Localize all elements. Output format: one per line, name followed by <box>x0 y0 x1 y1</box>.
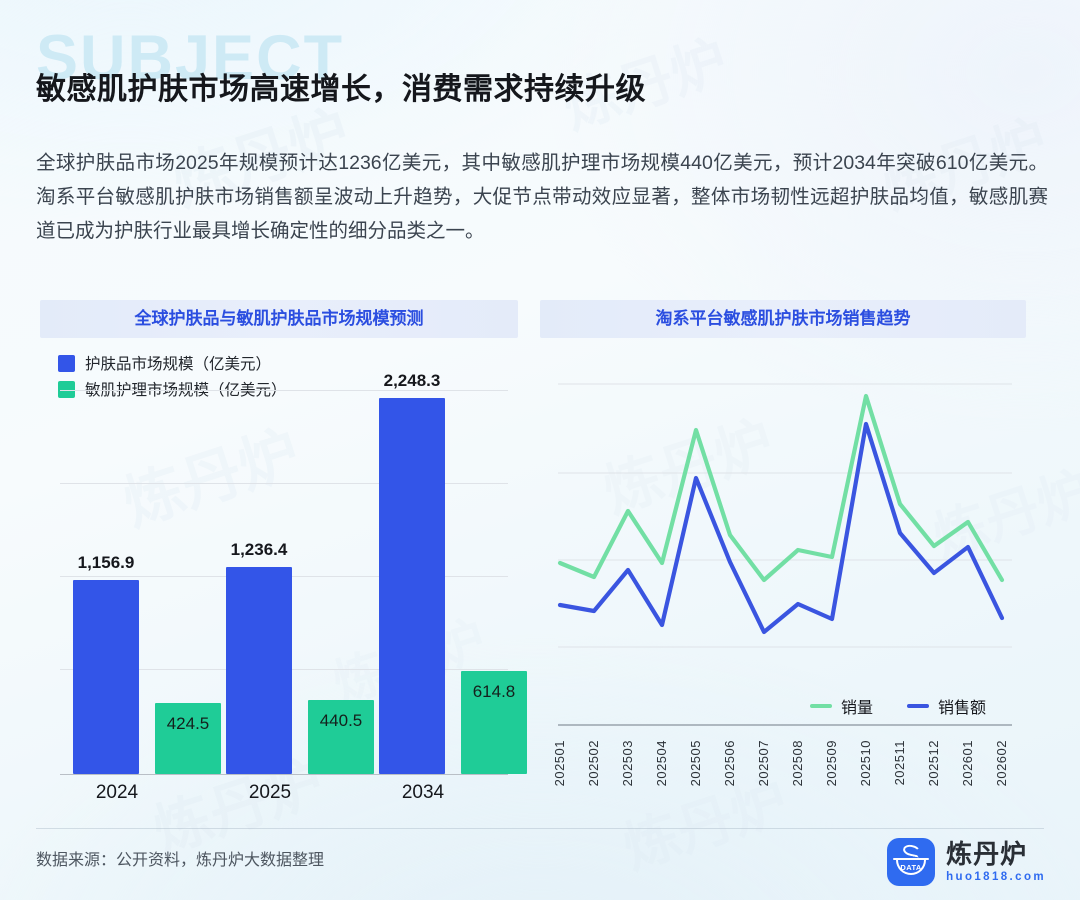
subject-watermark: SUBJECT <box>36 23 345 93</box>
series-line-sales-amount <box>557 421 1005 635</box>
line-chart-svg <box>557 383 1012 726</box>
smoke-icon <box>902 843 922 858</box>
line-xtick: 202507 <box>756 740 771 787</box>
line-xtick: 202509 <box>824 740 839 787</box>
cauldron-rim <box>893 857 930 861</box>
summary-paragraph: 全球护肤品市场2025年规模预计达1236亿美元，其中敏感肌护理市场规模440亿… <box>36 152 1048 242</box>
line-chart-title: 淘系平台敏感肌护肤市场销售趋势 <box>540 300 1026 338</box>
legend-item-sales-volume: 销量 <box>810 694 873 718</box>
legend-item-sales-amount: 销售额 <box>907 694 986 718</box>
legend-swatch-green <box>58 380 75 398</box>
line-xtick: 202503 <box>620 740 635 787</box>
series-line-sales-volume <box>557 393 1005 583</box>
bar-xtick-2025: 2025 <box>248 782 292 803</box>
bar-value-2025-sensitive: 440.5 <box>319 711 363 730</box>
legend-label-skincare: 护肤品市场规模（亿美元） <box>85 356 272 373</box>
gridline <box>60 483 508 484</box>
bar-2024-sensitive[interactable] <box>155 703 221 774</box>
bar-value-2034-sensitive: 614.8 <box>472 682 516 701</box>
line-xtick: 202501 <box>552 740 567 787</box>
data-source-note: 数据来源：公开资料，炼丹炉大数据整理 <box>36 852 325 869</box>
line-xtick: 202505 <box>688 740 703 787</box>
legend-item-skincare: 护肤品市场规模（亿美元） <box>58 352 287 374</box>
bar-2025-skincare[interactable] <box>226 567 292 774</box>
line-xtick: 202602 <box>994 740 1009 787</box>
line-chart-plot <box>540 370 1026 740</box>
legend-dash-green <box>810 704 832 708</box>
bar-chart-title: 全球护肤品与敏肌护肤品市场规模预测 <box>40 300 518 338</box>
bar-chart-panel: 全球护肤品与敏肌护肤品市场规模预测 <box>40 300 518 338</box>
line-chart-panel: 淘系平台敏感肌护肤市场销售趋势 <box>540 300 1026 338</box>
line-xtick: 202512 <box>926 740 941 787</box>
page-title: 敏感肌护肤市场高速增长，消费需求持续升级 <box>36 73 646 106</box>
bar-value-2024-sensitive: 424.5 <box>166 714 210 733</box>
line-xtick: 202511 <box>892 740 907 786</box>
x-axis-line <box>60 773 508 775</box>
line-xtick: 202504 <box>654 740 669 787</box>
legend-label-sales-amount: 销售额 <box>938 700 987 717</box>
bar-2034-sensitive[interactable] <box>461 671 527 774</box>
brand-text: 炼丹炉 huo1818.com <box>946 841 1046 884</box>
bar-chart-legend: 护肤品市场规模（亿美元） 敏肌护理市场规模（亿美元） <box>58 352 287 400</box>
line-xtick: 202502 <box>586 740 601 787</box>
brand-logo: DATA 炼丹炉 huo1818.com <box>887 838 1046 886</box>
bar-value-2034-skincare: 2,248.3 <box>383 371 441 390</box>
bar-2024-skincare[interactable] <box>73 580 139 774</box>
bar-2025-sensitive[interactable] <box>308 700 374 774</box>
legend-swatch-blue <box>58 354 75 372</box>
cauldron-icon: DATA <box>887 838 936 886</box>
cauldron-data-label: DATA <box>900 863 922 872</box>
line-chart-legend: 销量 销售额 <box>810 694 986 718</box>
gridline <box>60 390 508 391</box>
legend-label-sales-volume: 销量 <box>841 700 874 717</box>
legend-dash-blue <box>907 704 930 708</box>
bar-xtick-2034: 2034 <box>401 782 445 803</box>
bar-value-2024-skincare: 1,156.9 <box>77 553 135 572</box>
bar-chart-plot: 1,156.9 424.5 1,236.4 440.5 2,248.3 614.… <box>40 371 527 775</box>
brand-name: 炼丹炉 <box>946 838 1028 869</box>
bar-value-2025-skincare: 1,236.4 <box>230 540 288 559</box>
bar-2034-skincare[interactable] <box>379 398 445 774</box>
footer-divider <box>36 828 1044 829</box>
line-xtick: 202510 <box>858 740 873 787</box>
bar-xtick-2024: 2024 <box>95 782 139 803</box>
line-xtick: 202601 <box>960 740 975 787</box>
line-xtick: 202506 <box>722 740 737 787</box>
brand-url: huo1818.com <box>946 870 1046 883</box>
line-xtick: 202508 <box>790 740 805 787</box>
